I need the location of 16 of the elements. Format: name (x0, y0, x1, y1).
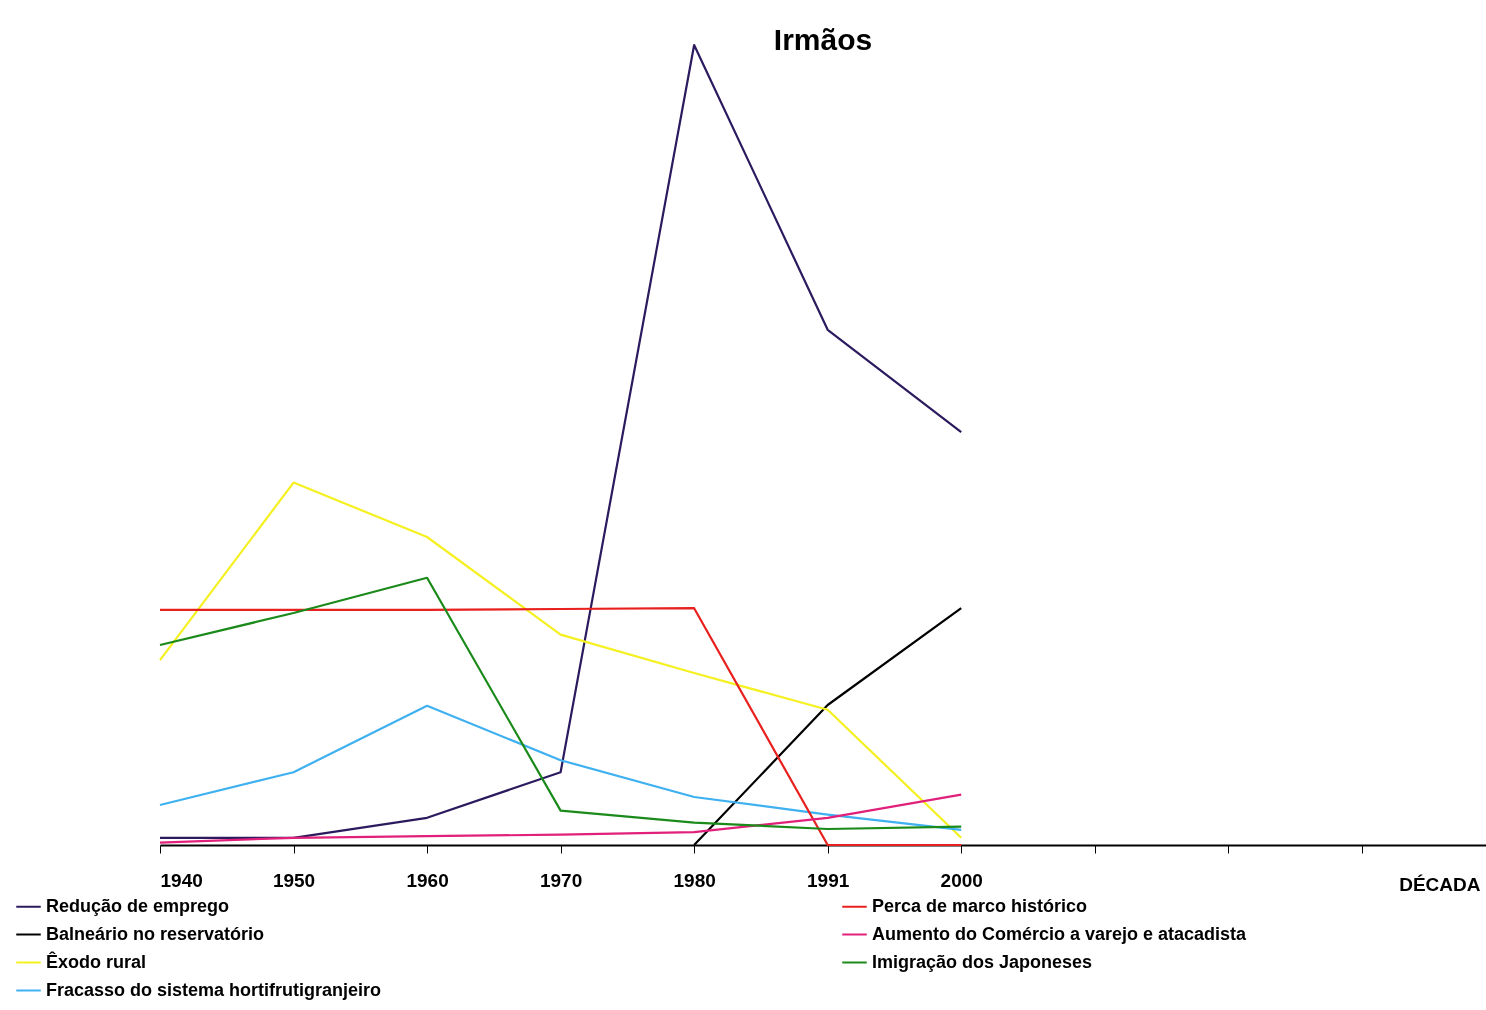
chart-title: Irmãos (773, 22, 873, 56)
x-tick-label: 2000 (940, 869, 983, 891)
legend-label: Fracasso do sistema hortifrutigranjeiro (46, 979, 382, 1000)
x-tick-label: 1940 (160, 869, 203, 891)
x-tick-label: 1980 (673, 869, 716, 891)
x-tick-label: 1950 (272, 869, 316, 891)
legend-label: Imigração dos Japoneses (872, 951, 1093, 972)
legend-label: Perca de marco histórico (872, 895, 1088, 916)
x-tick-label: 1991 (807, 869, 850, 891)
legend-label: Redução de emprego (46, 895, 230, 916)
x-axis-title: DÉCADA (1399, 873, 1481, 895)
legend-label: Balneário no reservatório (46, 923, 265, 944)
legend-label: Aumento do Comércio a varejo e atacadista (872, 923, 1248, 944)
legend-label: Êxodo rural (46, 950, 147, 972)
x-tick-label: 1970 (539, 869, 583, 891)
x-tick-label: 1960 (406, 869, 449, 891)
